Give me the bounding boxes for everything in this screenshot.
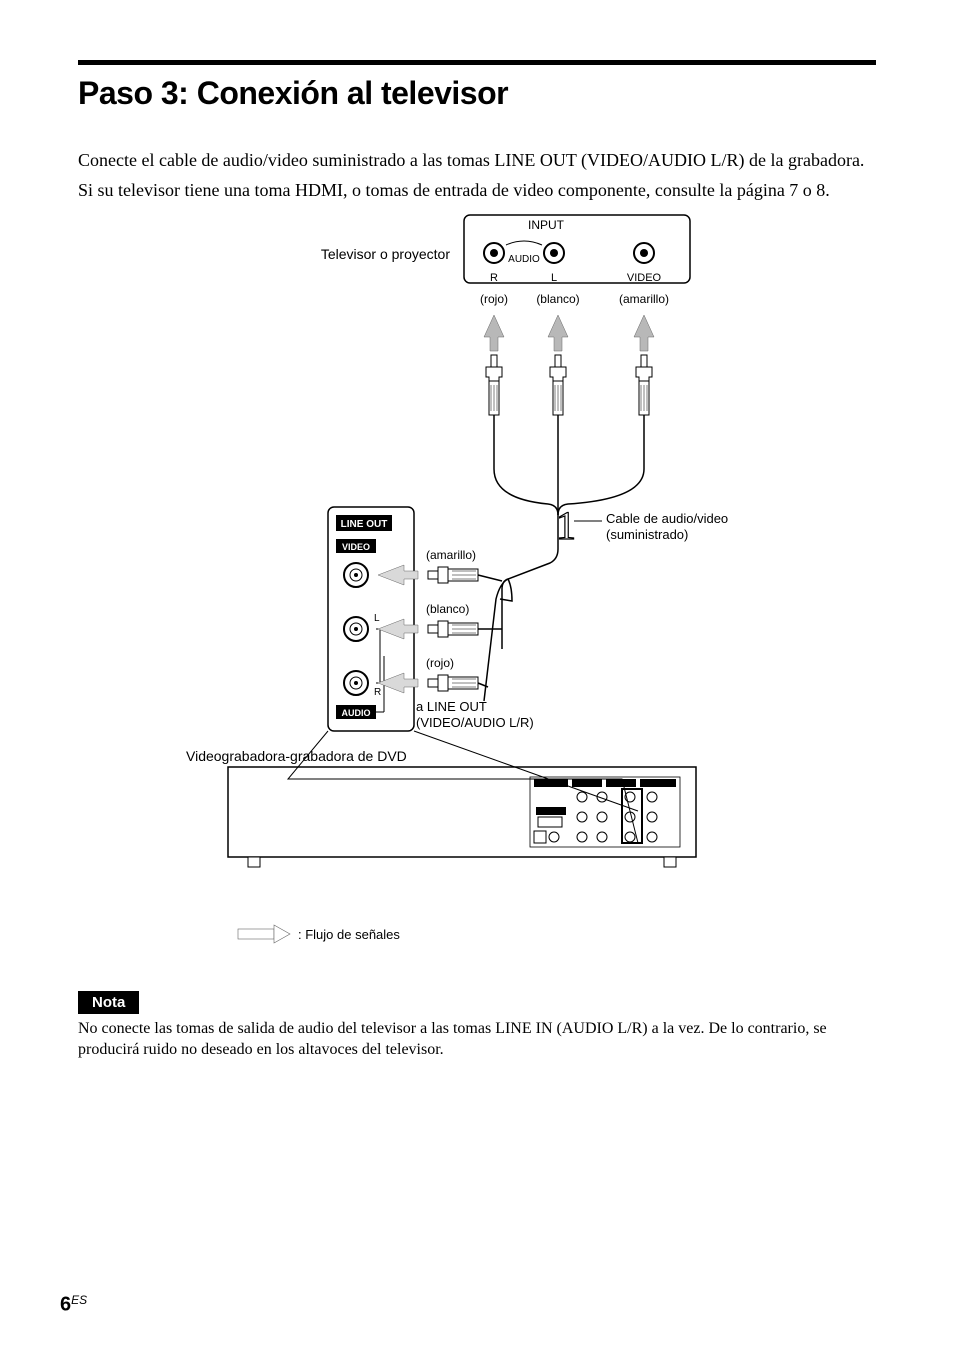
color-blanco-top: (blanco) xyxy=(536,292,579,306)
l-label: L xyxy=(374,613,380,624)
lineout-box: LINE OUT xyxy=(341,519,388,530)
r-label: R xyxy=(374,687,381,698)
jack-video: VIDEO xyxy=(627,272,662,284)
color-amarillo-top: (amarillo) xyxy=(619,292,669,306)
intro-paragraph-2: Si su televisor tiene una toma HDMI, o t… xyxy=(78,178,876,202)
jack-r: R xyxy=(490,272,498,284)
cable-label-2: (suministrado) xyxy=(606,527,688,542)
top-rule xyxy=(78,60,876,65)
audio-label: AUDIO xyxy=(508,254,540,265)
page-number-value: 6 xyxy=(60,1293,71,1315)
to-lineout-2: (VIDEO/AUDIO L/R) xyxy=(416,715,534,730)
page-number: 6ES xyxy=(60,1293,87,1316)
tv-label: Televisor o proyector xyxy=(321,246,451,262)
side-blanco: (blanco) xyxy=(426,602,469,616)
signal-flow-text: : Flujo de señales xyxy=(298,927,400,942)
plug-white xyxy=(428,621,478,637)
device-label: Videograbadora-grabadora de DVD xyxy=(186,748,407,764)
arrows-up xyxy=(484,315,654,351)
page-title: Paso 3: Conexión al televisor xyxy=(78,75,876,112)
jack-l: L xyxy=(551,272,557,284)
nota-heading: Nota xyxy=(78,991,139,1014)
video-box: VIDEO xyxy=(342,542,370,552)
page-container: Paso 3: Conexión al televisor Conecte el… xyxy=(0,0,954,1352)
plug-red xyxy=(428,675,478,691)
side-rojo: (rojo) xyxy=(426,656,454,670)
signal-flow-legend: : Flujo de señales xyxy=(238,925,400,943)
plug-yellow xyxy=(428,567,478,583)
nota-text: No conecte las tomas de salida de audio … xyxy=(78,1018,876,1061)
page-lang: ES xyxy=(71,1293,87,1307)
side-amarillo: (amarillo) xyxy=(426,548,476,562)
diagram-svg: INPUT AUDIO R L VIDEO Televisor o proyec… xyxy=(78,209,876,979)
step-number: 1 xyxy=(556,503,576,548)
audio-box: AUDIO xyxy=(342,708,371,718)
cable-label-1: Cable de audio/video xyxy=(606,511,728,526)
connection-diagram: INPUT AUDIO R L VIDEO Televisor o proyec… xyxy=(78,209,876,979)
to-lineout-1: a LINE OUT xyxy=(416,699,487,714)
color-rojo-top: (rojo) xyxy=(480,292,508,306)
intro-paragraph-1: Conecte el cable de audio/video suminist… xyxy=(78,148,876,172)
plugs-top xyxy=(486,355,652,415)
input-label: INPUT xyxy=(528,218,565,232)
dvd-recorder xyxy=(228,767,696,867)
